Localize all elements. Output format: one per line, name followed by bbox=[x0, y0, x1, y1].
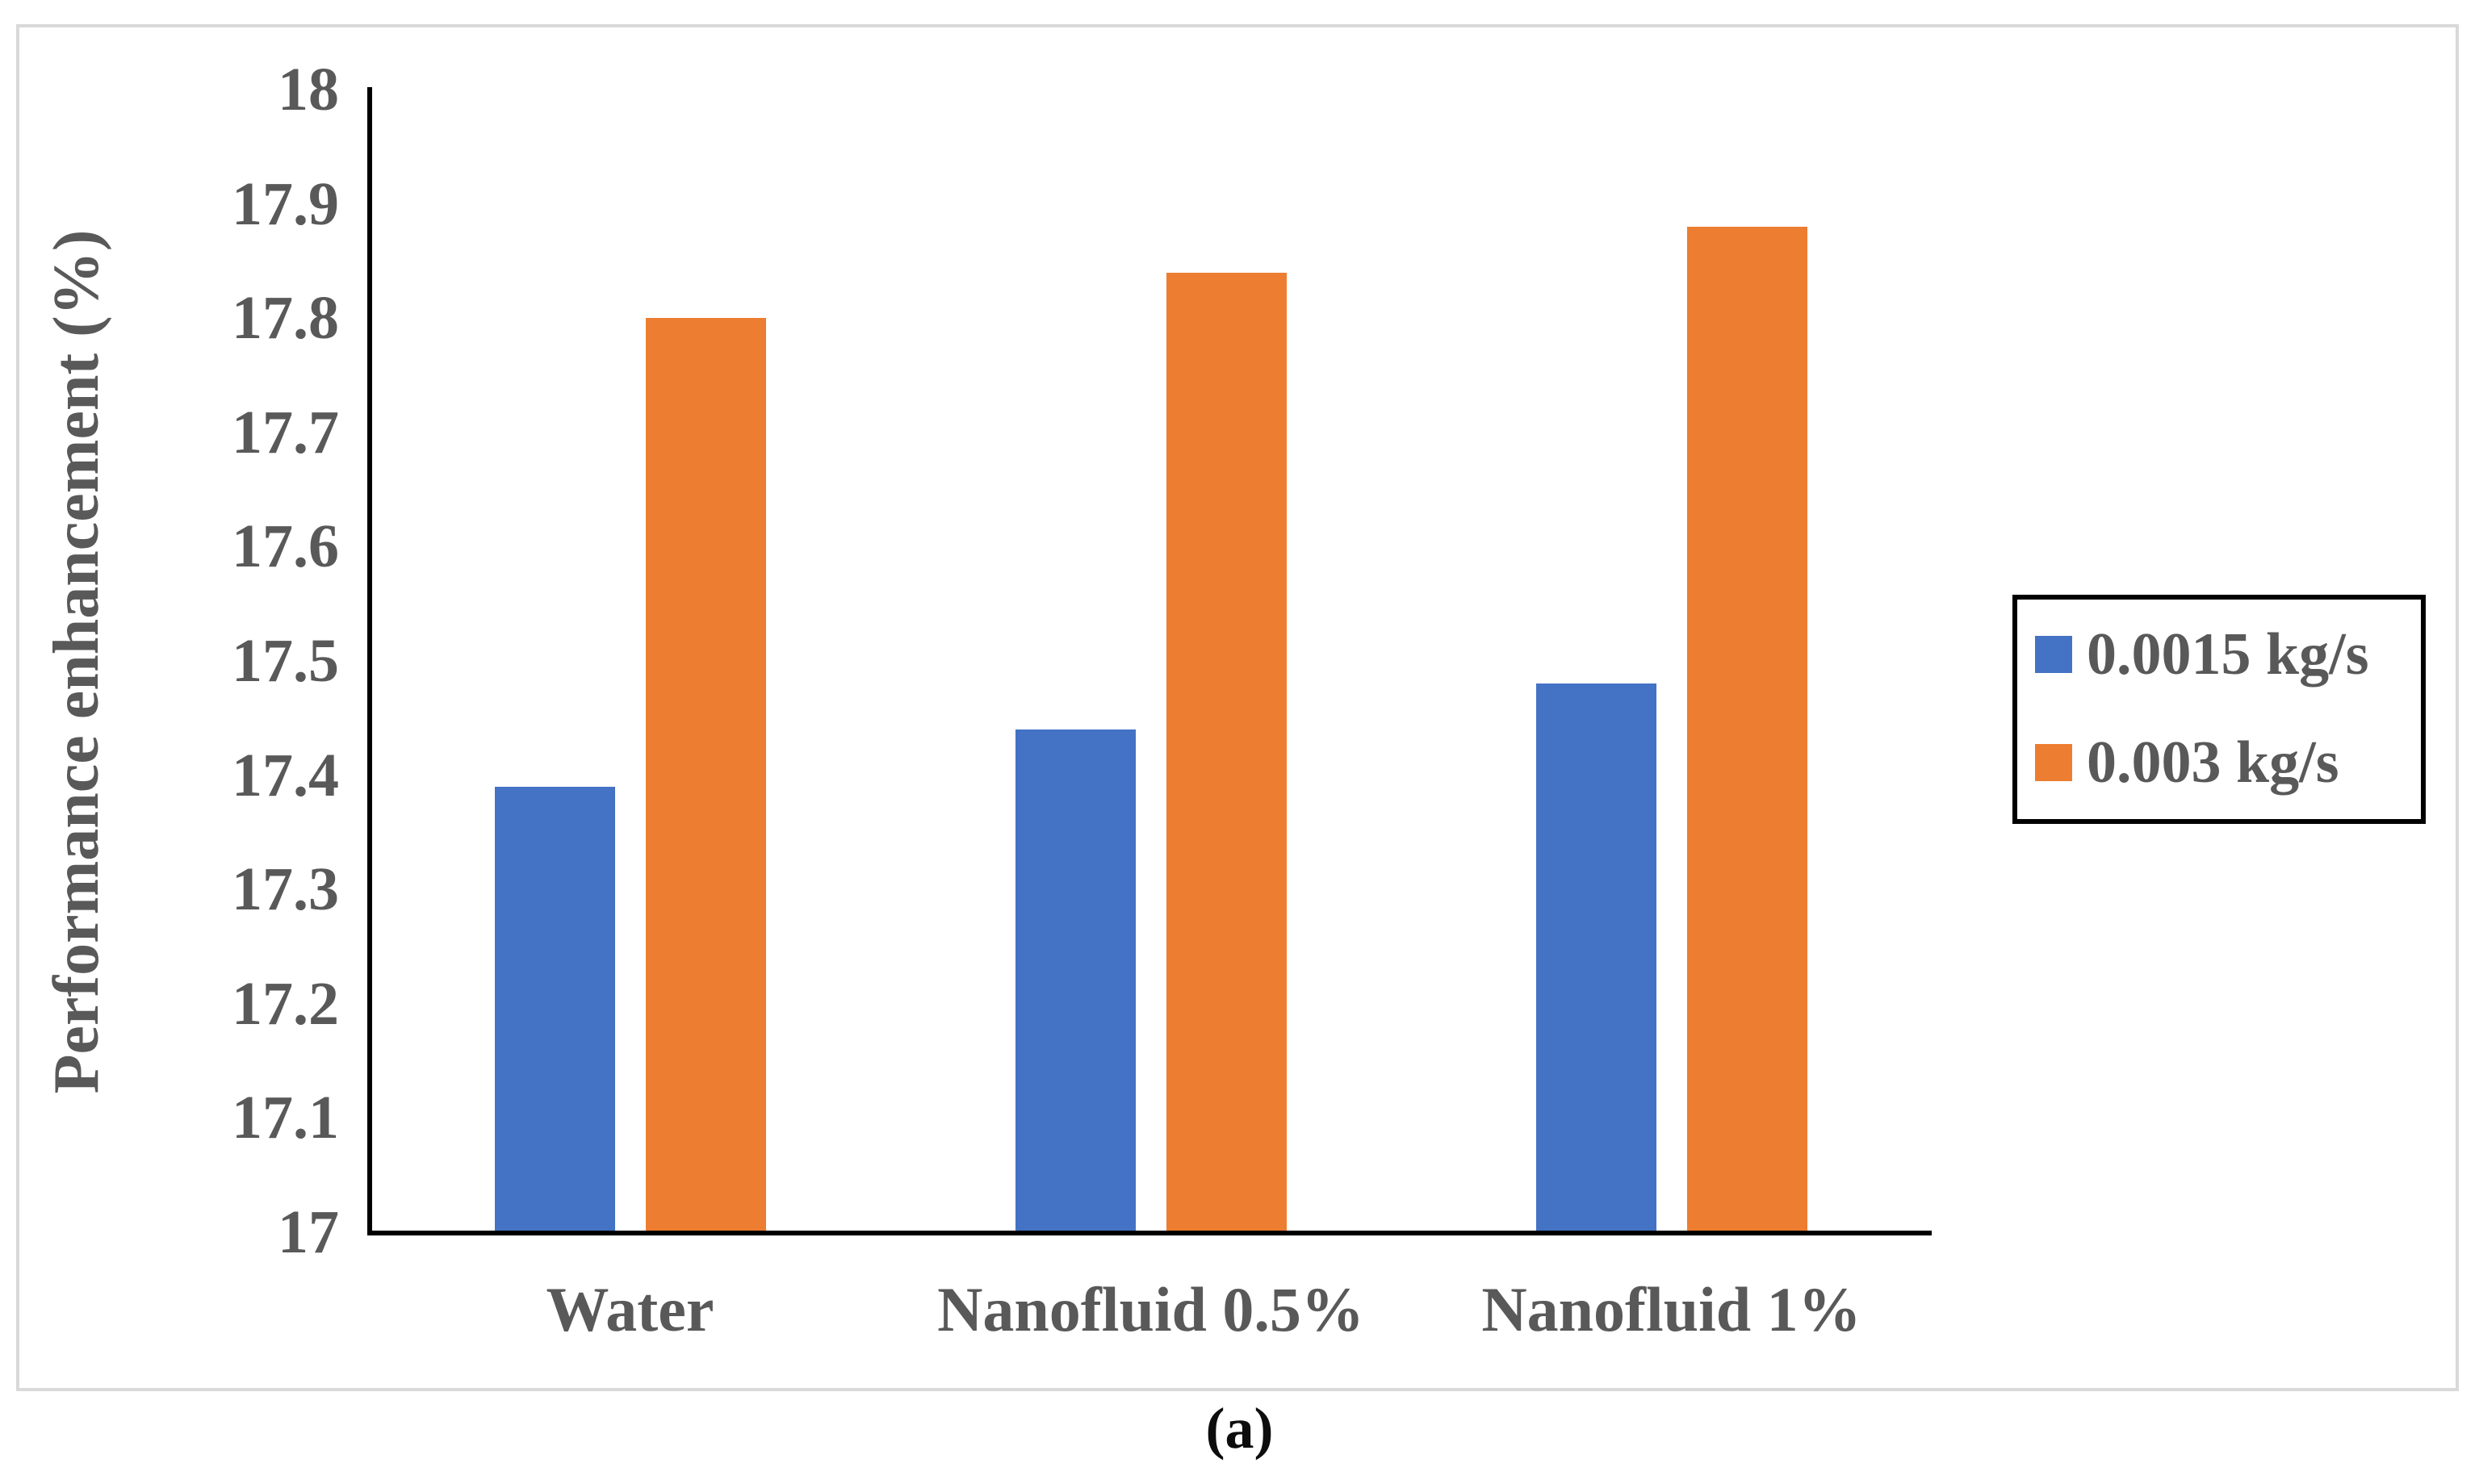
bar-0-003-kg-s-nanofluid-1- bbox=[1686, 226, 1807, 1231]
y-tick-label: 17 bbox=[278, 1198, 339, 1266]
y-tick-label: 17.7 bbox=[232, 398, 339, 466]
x-axis-line bbox=[367, 1231, 1932, 1235]
y-tick-label: 17.6 bbox=[232, 512, 339, 581]
bar-0-003-kg-s-nanofluid-0-5- bbox=[1166, 272, 1287, 1231]
bar-0-0015-kg-s-nanofluid-1- bbox=[1535, 683, 1656, 1231]
bar-0-0015-kg-s-nanofluid-0-5- bbox=[1015, 729, 1136, 1231]
y-tick-label: 18 bbox=[278, 56, 339, 123]
y-tick-label: 17.3 bbox=[232, 855, 339, 924]
legend-label: 0.0015 kg/s bbox=[2087, 621, 2369, 688]
y-tick-label: 17.5 bbox=[232, 627, 339, 695]
legend-box: 0.0015 kg/s 0.003 kg/s bbox=[2012, 595, 2426, 824]
legend-entry: 0.003 kg/s bbox=[2035, 729, 2339, 796]
x-category-label: Nanofluid 1% bbox=[1481, 1274, 1861, 1344]
x-category-label: Water bbox=[546, 1274, 714, 1344]
figure-caption: (a) bbox=[1205, 1396, 1274, 1461]
y-tick-label: 17.2 bbox=[232, 969, 339, 1038]
y-tick-label: 17.4 bbox=[232, 741, 339, 809]
legend-swatch-icon bbox=[2035, 636, 2072, 673]
y-tick-label: 17.1 bbox=[232, 1084, 339, 1152]
x-category-label: Nanofluid 0.5% bbox=[937, 1274, 1364, 1344]
bar-0-003-kg-s-water bbox=[645, 318, 766, 1231]
legend-entry: 0.0015 kg/s bbox=[2035, 621, 2369, 688]
y-tick-label: 17.9 bbox=[232, 169, 339, 238]
y-tick-label: 17.8 bbox=[232, 284, 339, 353]
legend-label: 0.003 kg/s bbox=[2087, 729, 2339, 796]
legend-swatch-icon bbox=[2035, 744, 2072, 781]
bar-0-0015-kg-s-water bbox=[494, 786, 615, 1231]
y-axis-line bbox=[367, 87, 372, 1235]
